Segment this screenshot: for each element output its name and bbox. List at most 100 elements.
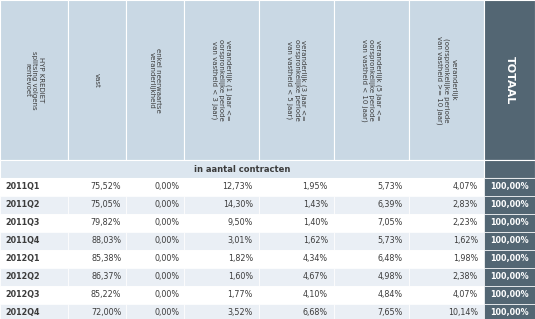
Bar xyxy=(259,286,334,304)
Bar xyxy=(409,304,484,319)
Bar xyxy=(259,178,334,196)
Text: veranderlijk (5 jaar <=
oorspronkelijke periode
van vastheid < 10 jaar): veranderlijk (5 jaar <= oorspronkelijke … xyxy=(361,39,382,121)
Text: 0,00%: 0,00% xyxy=(154,219,179,227)
Text: 2,38%: 2,38% xyxy=(453,272,478,281)
Text: 4,07%: 4,07% xyxy=(453,182,478,191)
Text: 10,14%: 10,14% xyxy=(448,308,478,317)
Bar xyxy=(126,250,184,268)
Text: 1,98%: 1,98% xyxy=(453,255,478,263)
Text: 100,00%: 100,00% xyxy=(490,255,529,263)
Bar xyxy=(68,178,126,196)
Bar xyxy=(126,268,184,286)
Text: 1,62%: 1,62% xyxy=(453,236,478,246)
Bar xyxy=(334,268,409,286)
Bar xyxy=(126,178,184,196)
Text: 2011Q1: 2011Q1 xyxy=(5,182,40,191)
Text: 100,00%: 100,00% xyxy=(490,219,529,227)
Bar xyxy=(409,250,484,268)
Bar xyxy=(259,0,334,160)
Text: 100,00%: 100,00% xyxy=(490,291,529,300)
Text: 2012Q2: 2012Q2 xyxy=(5,272,40,281)
Text: 2,83%: 2,83% xyxy=(453,201,478,210)
Text: 75,52%: 75,52% xyxy=(91,182,121,191)
Text: enkel neerwaartse
veranderlijkheid: enkel neerwaartse veranderlijkheid xyxy=(149,48,162,112)
Bar xyxy=(126,304,184,319)
Bar xyxy=(0,268,68,286)
Bar xyxy=(259,304,334,319)
Text: 100,00%: 100,00% xyxy=(490,182,529,191)
Bar xyxy=(184,196,259,214)
Bar xyxy=(484,304,535,319)
Text: 5,73%: 5,73% xyxy=(378,236,403,246)
Bar xyxy=(259,214,334,232)
Bar xyxy=(259,268,334,286)
Bar xyxy=(484,196,535,214)
Bar xyxy=(184,286,259,304)
Text: 7,65%: 7,65% xyxy=(378,308,403,317)
Text: 0,00%: 0,00% xyxy=(154,308,179,317)
Text: TOTAAL: TOTAAL xyxy=(505,56,515,104)
Bar xyxy=(68,286,126,304)
Bar xyxy=(259,250,334,268)
Bar xyxy=(126,0,184,160)
Bar xyxy=(409,214,484,232)
Bar xyxy=(334,214,409,232)
Bar xyxy=(484,286,535,304)
Text: veranderlijk
(oorspronkelijke periode
van vastheid >= 10 jaar): veranderlijk (oorspronkelijke periode va… xyxy=(436,36,457,124)
Bar xyxy=(334,196,409,214)
Text: 3,01%: 3,01% xyxy=(228,236,253,246)
Text: 0,00%: 0,00% xyxy=(154,236,179,246)
Text: 6,48%: 6,48% xyxy=(378,255,403,263)
Bar xyxy=(409,178,484,196)
Text: 100,00%: 100,00% xyxy=(490,201,529,210)
Bar xyxy=(68,304,126,319)
Bar xyxy=(184,178,259,196)
Bar xyxy=(484,268,535,286)
Text: 1,77%: 1,77% xyxy=(227,291,253,300)
Text: 2012Q3: 2012Q3 xyxy=(5,291,40,300)
Bar xyxy=(0,178,68,196)
Text: 85,22%: 85,22% xyxy=(91,291,121,300)
Bar xyxy=(0,160,484,178)
Text: vast: vast xyxy=(94,73,100,87)
Text: 0,00%: 0,00% xyxy=(154,255,179,263)
Text: 4,98%: 4,98% xyxy=(378,272,403,281)
Text: 1,43%: 1,43% xyxy=(303,201,328,210)
Text: 0,00%: 0,00% xyxy=(154,201,179,210)
Bar xyxy=(68,268,126,286)
Text: 4,34%: 4,34% xyxy=(303,255,328,263)
Bar xyxy=(0,286,68,304)
Bar xyxy=(409,196,484,214)
Text: 0,00%: 0,00% xyxy=(154,182,179,191)
Text: in aantal contracten: in aantal contracten xyxy=(194,165,290,174)
Text: 14,30%: 14,30% xyxy=(223,201,253,210)
Bar xyxy=(184,232,259,250)
Text: 100,00%: 100,00% xyxy=(490,272,529,281)
Text: 5,73%: 5,73% xyxy=(378,182,403,191)
Text: 2011Q2: 2011Q2 xyxy=(5,201,40,210)
Bar xyxy=(409,286,484,304)
Text: 7,05%: 7,05% xyxy=(378,219,403,227)
Bar xyxy=(259,232,334,250)
Bar xyxy=(484,232,535,250)
Bar xyxy=(68,232,126,250)
Text: 1,60%: 1,60% xyxy=(228,272,253,281)
Text: 2011Q3: 2011Q3 xyxy=(5,219,40,227)
Text: 2012Q1: 2012Q1 xyxy=(5,255,40,263)
Text: 1,40%: 1,40% xyxy=(303,219,328,227)
Text: HYP KREDIET
splitsing volgens
rentevoet: HYP KREDIET splitsing volgens rentevoet xyxy=(24,51,44,109)
Text: 75,05%: 75,05% xyxy=(91,201,121,210)
Bar xyxy=(409,268,484,286)
Bar xyxy=(184,304,259,319)
Bar xyxy=(184,250,259,268)
Bar xyxy=(68,214,126,232)
Bar xyxy=(334,286,409,304)
Text: 72,00%: 72,00% xyxy=(91,308,121,317)
Text: 4,84%: 4,84% xyxy=(378,291,403,300)
Text: 3,52%: 3,52% xyxy=(227,308,253,317)
Text: 0,00%: 0,00% xyxy=(154,291,179,300)
Bar xyxy=(0,0,68,160)
Bar xyxy=(259,196,334,214)
Bar xyxy=(409,232,484,250)
Bar xyxy=(68,0,126,160)
